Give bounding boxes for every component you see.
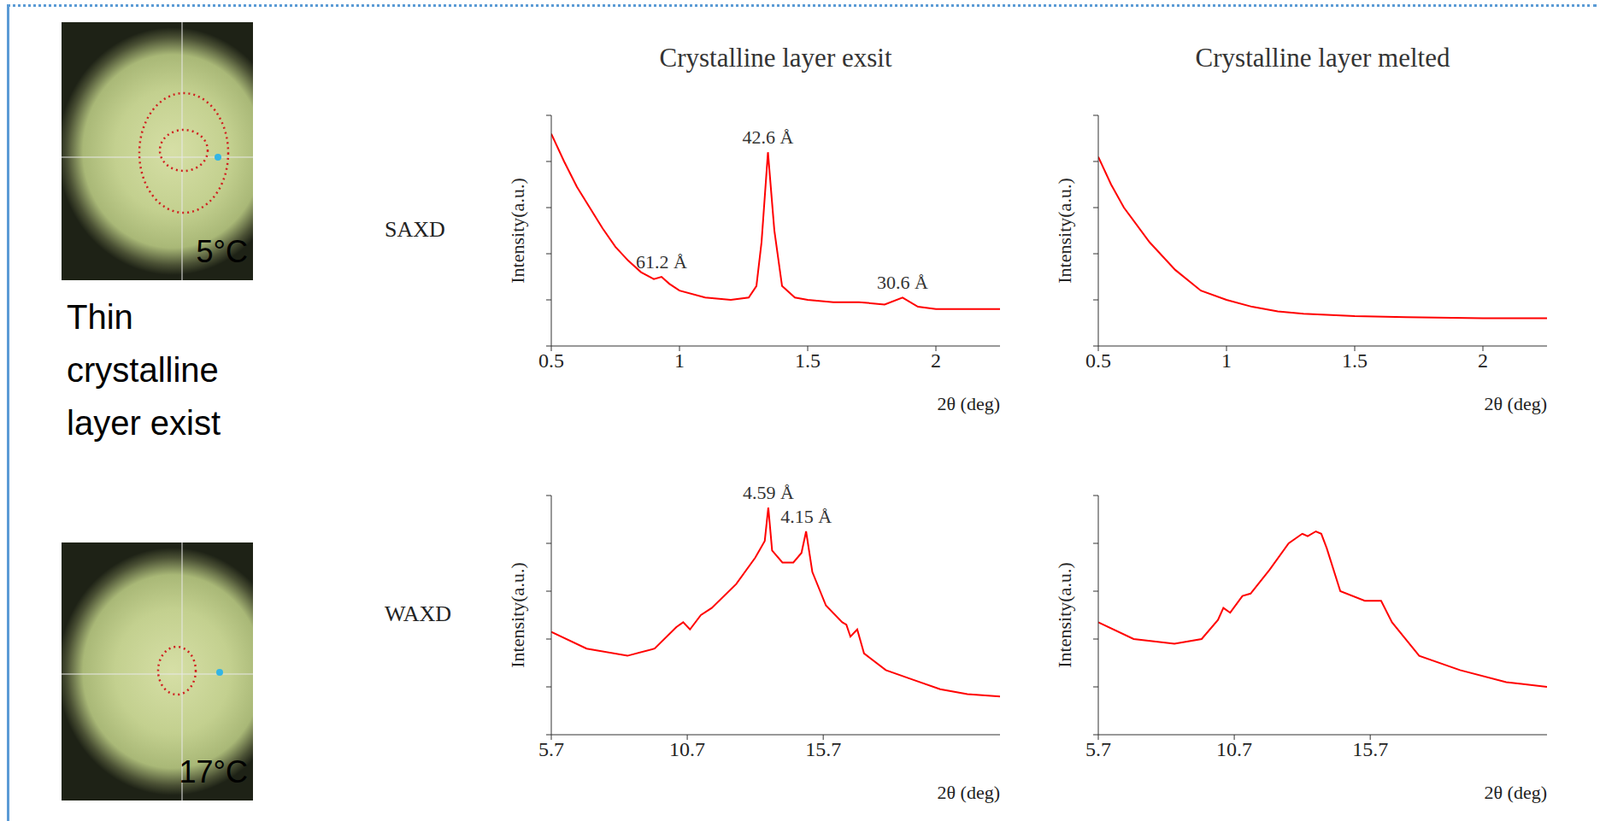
- html-text:Crystalline layer exsit: Crystalline layer exsit: [659, 42, 892, 73]
- svg-text:1: 1: [1221, 349, 1232, 372]
- html-text:Thin crystalline layer exist: Thin crystalline layer exist: [66, 298, 221, 442]
- svg-text:2: 2: [1477, 349, 1489, 372]
- svg-text:0.5: 0.5: [1085, 349, 1112, 372]
- svg-text:4.15 Å: 4.15 Å: [780, 505, 832, 528]
- html-text:17°C: 17°C: [179, 754, 248, 790]
- html-text:5°C: 5°C: [196, 234, 248, 270]
- svg-text:2θ (deg): 2θ (deg): [1484, 782, 1548, 804]
- svg-text:1.5: 1.5: [794, 349, 821, 372]
- svg-text:5.7: 5.7: [1085, 738, 1112, 761]
- svg-text:10.7: 10.7: [669, 738, 706, 761]
- svg-text:42.6 Å: 42.6 Å: [742, 126, 795, 148]
- html-text:WAXD: WAXD: [384, 601, 452, 627]
- html-text:Crystalline layer melted: Crystalline layer melted: [1195, 42, 1450, 73]
- svg-text:Intensity(a.u.): Intensity(a.u.): [1053, 562, 1076, 668]
- svg-text:61.2 Å: 61.2 Å: [635, 251, 688, 273]
- svg-text:1.5: 1.5: [1341, 349, 1368, 372]
- html-text:SAXD: SAXD: [384, 217, 446, 242]
- svg-text:2θ (deg): 2θ (deg): [937, 393, 1000, 415]
- svg-text:30.6 Å: 30.6 Å: [876, 271, 929, 294]
- svg-text:10.7: 10.7: [1216, 738, 1253, 761]
- svg-text:2: 2: [930, 349, 942, 372]
- svg-text:4.59 Å: 4.59 Å: [742, 482, 795, 504]
- svg-text:15.7: 15.7: [805, 738, 842, 761]
- svg-text:5.7: 5.7: [538, 738, 565, 761]
- svg-text:Intensity(a.u.): Intensity(a.u.): [1053, 177, 1076, 283]
- svg-text:0.5: 0.5: [538, 349, 565, 372]
- svg-text:2θ (deg): 2θ (deg): [937, 782, 1000, 804]
- svg-text:1: 1: [674, 349, 685, 372]
- svg-text:2θ (deg): 2θ (deg): [1484, 393, 1548, 415]
- svg-text:Intensity(a.u.): Intensity(a.u.): [506, 177, 529, 283]
- svg-text:Intensity(a.u.): Intensity(a.u.): [506, 562, 529, 668]
- svg-text:15.7: 15.7: [1352, 738, 1389, 761]
